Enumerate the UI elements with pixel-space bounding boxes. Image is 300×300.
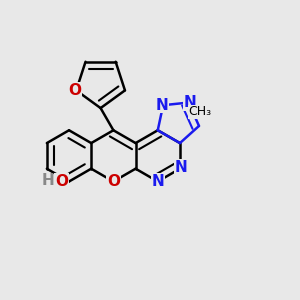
Text: O: O [107, 174, 120, 189]
Text: N: N [175, 160, 187, 175]
Text: N: N [152, 174, 164, 189]
Text: O: O [68, 83, 81, 98]
Text: N: N [184, 95, 196, 110]
Text: H: H [41, 173, 54, 188]
Text: N: N [155, 98, 168, 113]
Text: CH₃: CH₃ [188, 105, 212, 118]
Text: O: O [55, 174, 68, 189]
